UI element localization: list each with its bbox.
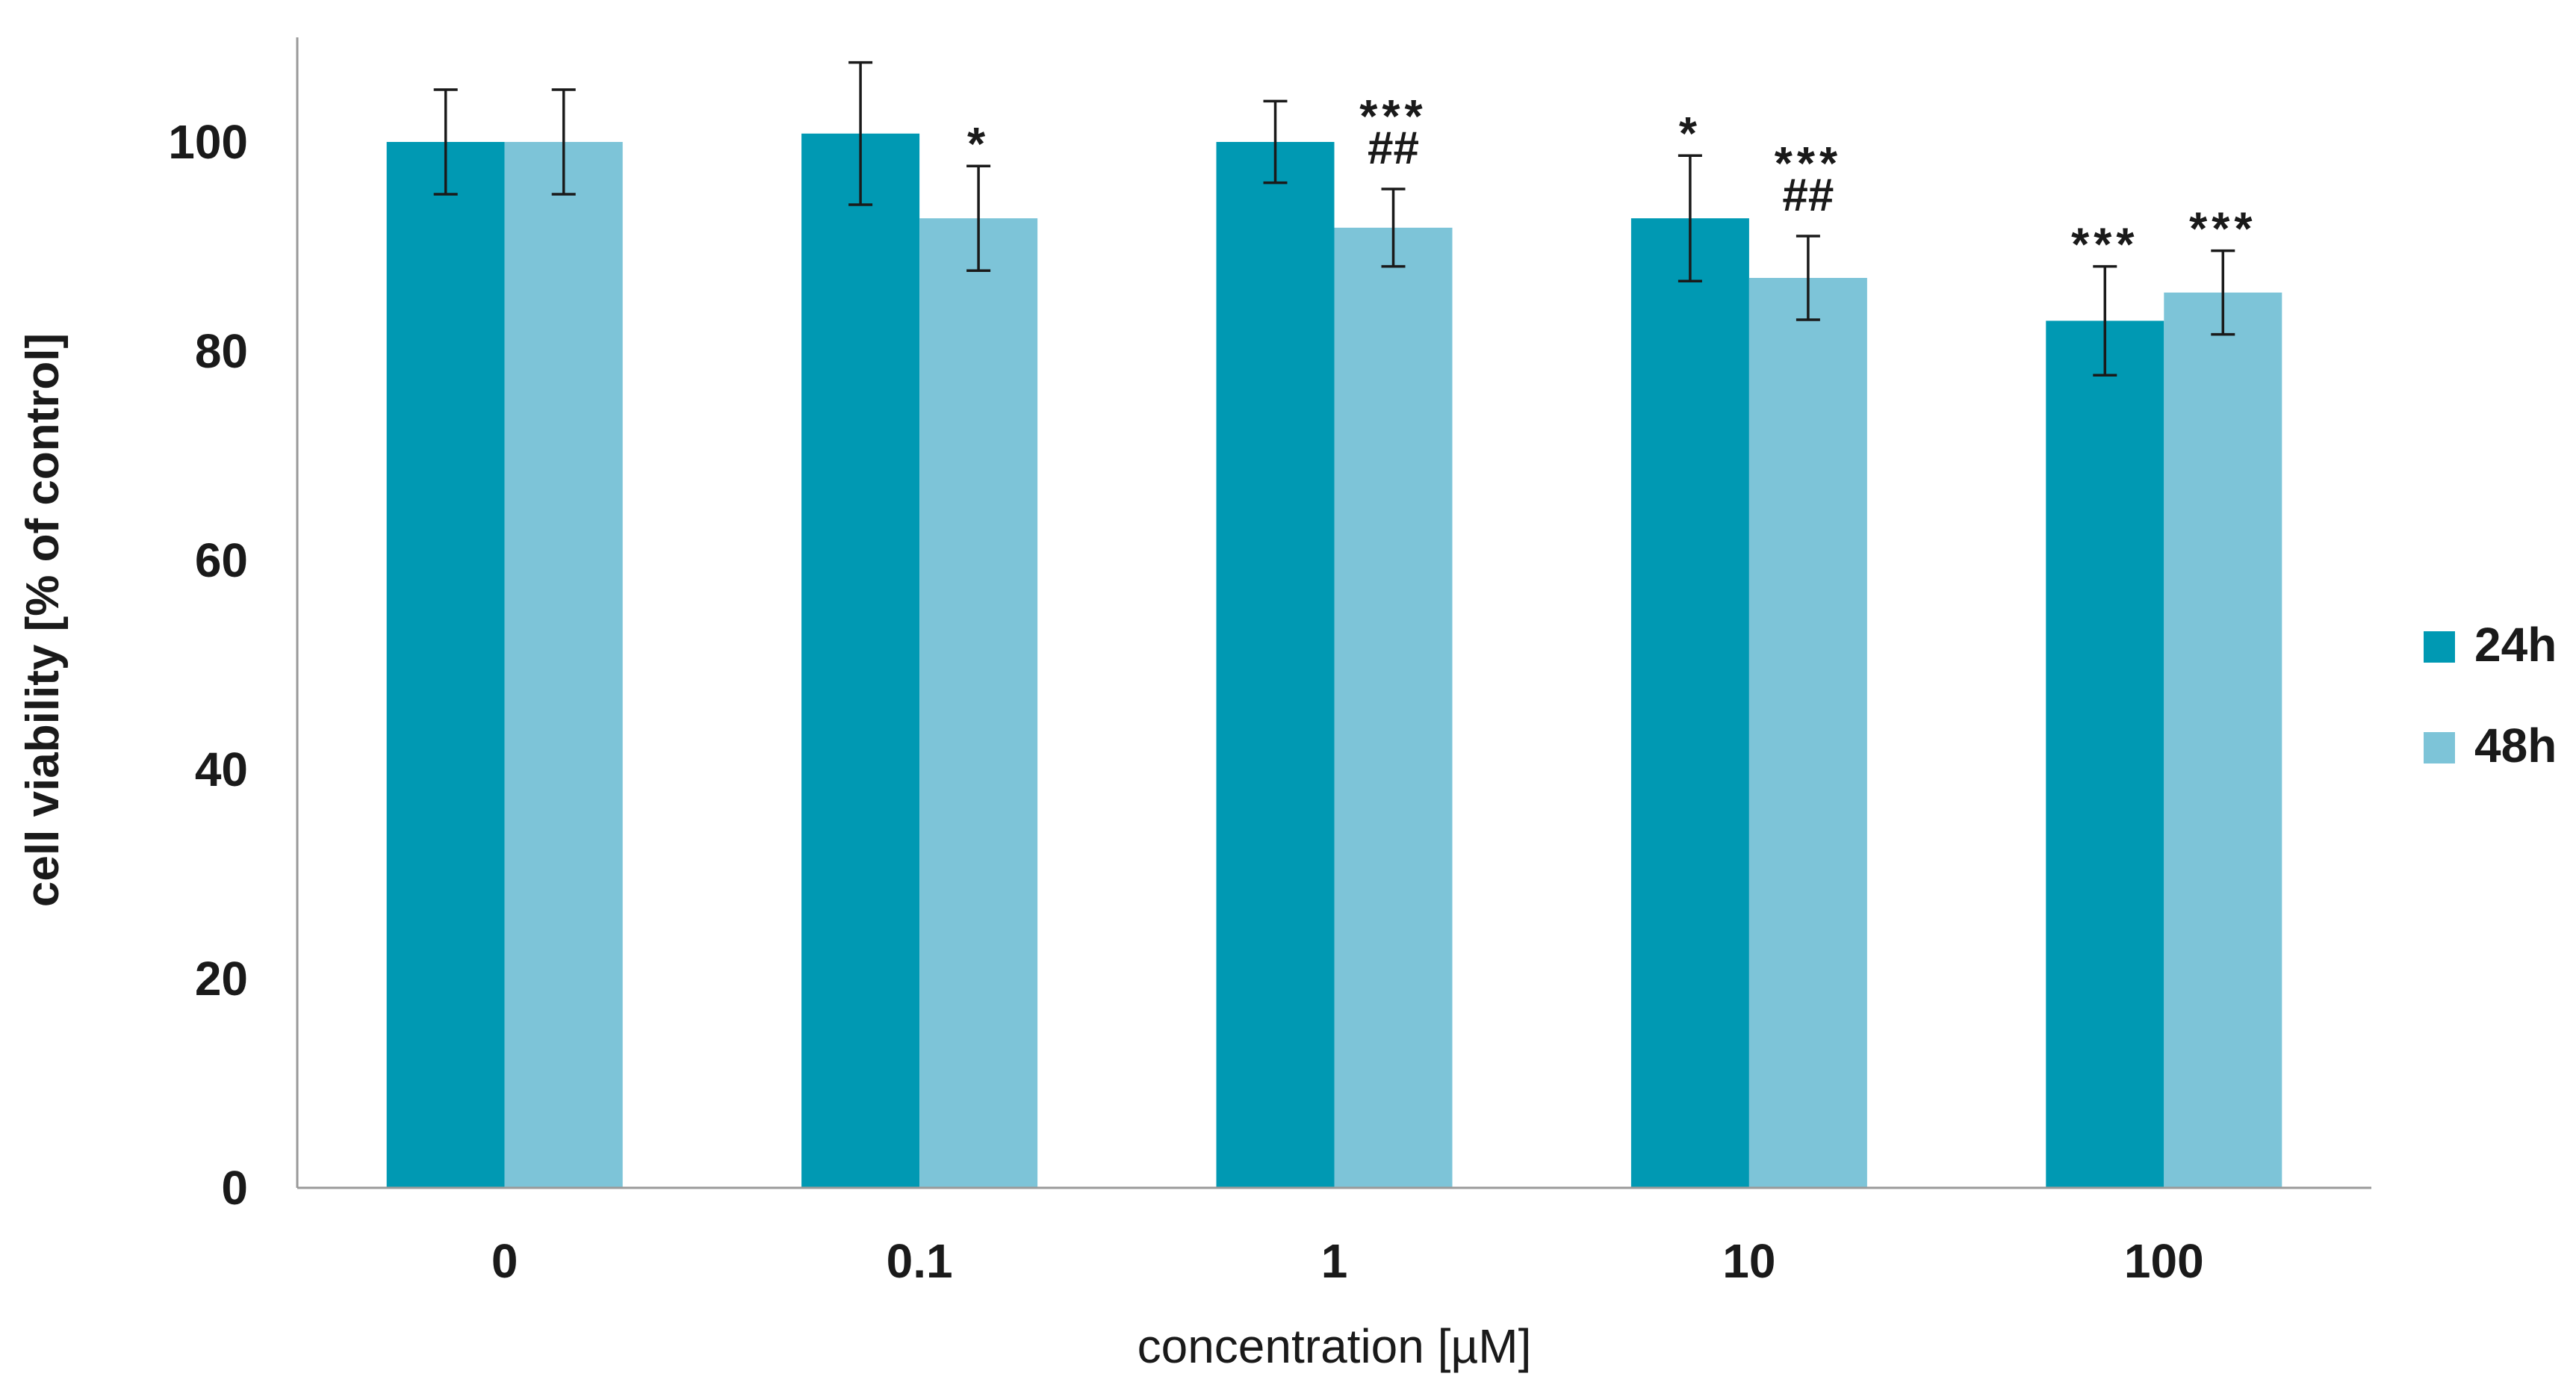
legend-swatch-48h [2424, 732, 2455, 763]
bars-layer [386, 133, 2282, 1189]
y-tick-labels: 0 20 40 60 80 100 [168, 115, 248, 1215]
x-tick-label: 1 [1321, 1234, 1348, 1288]
x-tick-label: 100 [2124, 1234, 2204, 1288]
y-tick-label: 60 [195, 533, 248, 587]
bar-48h [919, 218, 1038, 1189]
significance-annotation: *** [1775, 138, 1842, 190]
error-bars-layer [433, 61, 2235, 377]
significance-annotation: *** [2189, 204, 2256, 255]
bar-48h [504, 142, 623, 1188]
bar-48h [1748, 278, 1867, 1188]
x-tick-label: 0.1 [887, 1234, 953, 1288]
y-tick-label: 100 [168, 115, 248, 169]
y-tick-label: 20 [195, 952, 248, 1006]
x-tick-label: 0 [491, 1234, 518, 1288]
legend-label-48h: 48h [2474, 719, 2557, 772]
axes-layer [296, 37, 2371, 1189]
significance-annotation: * [967, 119, 990, 170]
y-axis-title: cell viability [% of control] [17, 333, 69, 907]
x-axis-title: concentration [µM] [1138, 1319, 1532, 1373]
legend-swatch-24h [2424, 631, 2455, 663]
bar-24h [1216, 142, 1335, 1188]
significance-annotation: *** [2071, 220, 2138, 271]
x-tick-labels: 0 0.1 1 10 100 [491, 1234, 2204, 1288]
significance-annotation: ## [1782, 170, 1834, 221]
significance-annotations-layer: * ##*** *##****** *** [967, 91, 2256, 271]
bar-48h [1334, 227, 1453, 1188]
x-tick-label: 10 [1722, 1234, 1775, 1288]
bar-24h [386, 142, 505, 1188]
bar-24h [2046, 320, 2164, 1188]
y-tick-label: 40 [195, 743, 248, 796]
y-tick-label: 80 [195, 324, 248, 378]
significance-annotation: ## [1368, 123, 1419, 174]
bar-24h [1630, 218, 1749, 1189]
y-tick-label: 0 [221, 1161, 248, 1215]
significance-annotation: *** [1359, 91, 1427, 143]
significance-annotation: * [1679, 108, 1701, 160]
bar-24h [801, 133, 920, 1188]
legend: 24h 48h [2424, 618, 2557, 772]
legend-label-24h: 24h [2474, 618, 2557, 672]
bar-48h [2164, 292, 2282, 1189]
